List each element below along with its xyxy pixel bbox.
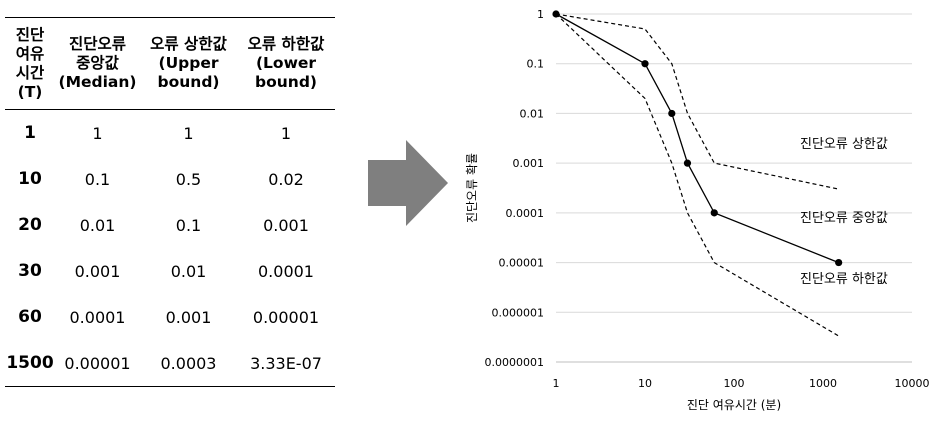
- x-tick-label: 10000: [895, 377, 930, 390]
- column-header-line: 여유: [15, 44, 45, 63]
- column-header-line: (T): [17, 82, 43, 101]
- column-header-line: 오류 상한값: [150, 35, 227, 53]
- data-point: [710, 209, 718, 217]
- value-cell: 0.1: [175, 215, 202, 235]
- x-axis-title: 진단 여유시간 (분): [687, 398, 781, 412]
- value-cell: 0.001: [165, 307, 212, 327]
- x-tick-label: 10: [638, 377, 652, 390]
- column-header-line: 진단오류: [68, 35, 127, 53]
- value-cell: 0.0003: [140, 340, 237, 387]
- series-annotation: 진단오류 하한값: [800, 272, 888, 287]
- column-header-line: bound): [255, 73, 317, 91]
- x-tick-label: 1000: [809, 377, 837, 390]
- y-tick-label: 0.00001: [499, 257, 545, 270]
- column-header-line: 중앙값: [76, 54, 119, 72]
- time-cell: 1500: [5, 340, 55, 387]
- y-tick-label: 0.0000001: [485, 356, 545, 369]
- data-point: [641, 60, 649, 68]
- value-cell: 0.02: [268, 169, 304, 189]
- table-row: 1500 0.00001 0.0003 3.33E-07: [5, 340, 335, 387]
- data-table: 진단 여유 시간 (T) 진단오류 중앙값 (Median) 오류 상한값 (Upper boun…: [5, 17, 335, 387]
- data-point: [668, 109, 676, 118]
- value-cell: 0.0001: [69, 307, 126, 327]
- table-row: 1 1 1 1: [5, 110, 335, 157]
- y-tick-label: 0.001: [513, 157, 545, 170]
- column-header-line: 진단: [15, 25, 45, 44]
- column-header-line: 시간: [15, 63, 45, 82]
- right-arrow-icon: [368, 140, 448, 226]
- time-cell: 10: [18, 169, 42, 189]
- y-tick-label: 0.1: [527, 58, 545, 71]
- series-line: [555, 13, 839, 264]
- table-header-row: 진단 여유 시간 (T) 진단오류 중앙값 (Median) 오류 상한값 (Upper boun…: [5, 17, 335, 110]
- value-cell: 1: [92, 123, 103, 143]
- value-cell: 0.00001: [55, 340, 140, 387]
- x-tick-label: 1: [553, 377, 560, 390]
- value-cell: 1: [183, 123, 194, 143]
- column-header-line: (Upper: [158, 54, 219, 72]
- value-cell: 0.5: [175, 169, 202, 189]
- y-tick-label: 0.000001: [492, 306, 545, 319]
- column-header-line: 오류 하한값: [247, 35, 325, 53]
- value-cell: 0.1: [84, 169, 111, 189]
- series-annotation: 진단오류 상한값: [800, 137, 888, 152]
- table-row: 20 0.01 0.1 0.001: [5, 202, 335, 248]
- series-line: [555, 13, 840, 337]
- column-header-line: (Lower: [255, 54, 317, 72]
- time-cell: 60: [18, 307, 42, 327]
- data-point: [835, 258, 843, 267]
- table-row: 30 0.001 0.01 0.0001: [5, 248, 335, 294]
- line-chart: 1 0.1 0.01 0.001 0.0001 0.00001 0.000001 0.0000…: [465, 8, 930, 412]
- y-tick-label: 1: [537, 8, 544, 21]
- data-point: [683, 159, 692, 167]
- value-cell: 0.001: [263, 215, 309, 235]
- y-axis-title: 진단오류 확률: [465, 153, 479, 223]
- y-tick-label: 0.01: [520, 107, 545, 120]
- column-header: 진단오류 중앙값 (Median): [55, 17, 140, 110]
- value-cell: 3.33E-07: [237, 340, 335, 387]
- column-header: 오류 하한값 (Lower bound): [237, 17, 335, 110]
- value-cell: 0.01: [79, 215, 116, 235]
- table-body: 1 1 1 1 10 0.1 0.5 0.02 20 0.01 0.1 0.001 30 0.001 0.0…: [5, 110, 335, 387]
- column-header-line: bound): [157, 73, 220, 91]
- column-header: 진단 여유 시간 (T): [5, 17, 55, 110]
- value-cell: 0.0001: [258, 261, 314, 281]
- arrow-shape: [368, 140, 448, 226]
- value-cell: 0.00001: [252, 307, 320, 327]
- table-row: 60 0.0001 0.001 0.00001: [5, 294, 335, 340]
- series-annotation: 진단오류 중앙값: [800, 211, 888, 226]
- table-row: 10 0.1 0.5 0.02: [5, 156, 335, 202]
- value-cell: 0.001: [74, 261, 121, 281]
- y-tick-label: 0.0001: [506, 207, 545, 220]
- time-cell: 1: [24, 123, 36, 143]
- time-cell: 30: [18, 261, 42, 281]
- value-cell: 0.01: [170, 261, 207, 281]
- column-header: 오류 상한값 (Upper bound): [140, 17, 237, 110]
- x-tick-label: 100: [724, 377, 745, 390]
- value-cell: 1: [280, 123, 292, 143]
- time-cell: 20: [18, 215, 42, 235]
- column-header-line: (Median): [58, 73, 137, 91]
